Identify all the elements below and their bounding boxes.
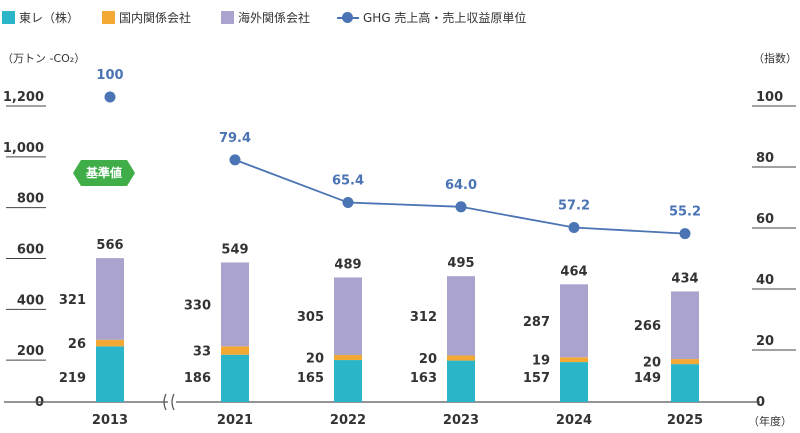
bar-segment-value-label: 330 [184, 298, 211, 313]
bar-segment-value-label: 266 [634, 319, 661, 334]
bar-total-label: 464 [560, 264, 587, 279]
bar-segment-value-label: 287 [523, 315, 550, 330]
bar-total-label: 434 [671, 271, 698, 286]
bar-segment-overseas [221, 262, 249, 347]
intensity-line [234, 158, 686, 235]
right-axis-tick-label: 60 [756, 212, 774, 227]
legend-swatch-overseas [221, 11, 234, 24]
bar-segment-overseas [671, 291, 699, 360]
intensity-point [229, 154, 241, 166]
intensity-point [568, 222, 580, 234]
bar-total-label: 566 [96, 238, 123, 253]
intensity-value-label: 100 [96, 68, 123, 83]
bar-segment-domestic [96, 339, 124, 347]
bar-segment-overseas [96, 258, 124, 340]
bar-segment-value-label: 26 [68, 337, 86, 352]
bar-segment-value-label: 33 [193, 345, 211, 360]
right-axis-tick-label: 20 [756, 334, 774, 349]
right-axis-tick-label: 100 [756, 90, 783, 105]
x-axis-tick-label: 2024 [556, 413, 592, 428]
bar-segment-value-label: 149 [634, 371, 661, 386]
intensity-value-label: 57.2 [558, 199, 590, 214]
left-axis-tick-label: 800 [17, 192, 44, 207]
bar-total-label: 495 [447, 256, 474, 271]
legend-item-ghg-intensity: GHG 売上高・売上収益原単位 [337, 9, 526, 26]
intensity-value-label: 65.4 [332, 174, 364, 189]
bar-total-label: 489 [334, 257, 361, 272]
bar-segment-overseas [447, 276, 475, 356]
left-axis-tick-label: 1,200 [3, 90, 44, 105]
left-axis-tick-label: 400 [17, 293, 44, 308]
bar-segment-domestic [560, 357, 588, 363]
intensity-value-label: 79.4 [219, 131, 251, 146]
legend-item-toray: 東レ（株） [2, 9, 79, 26]
bar-segment-toray [671, 364, 699, 402]
baseline-badge: 基準値 [73, 160, 135, 186]
left-axis-tick-label: 1,000 [3, 141, 44, 156]
axis-break-mark [171, 393, 175, 411]
x-axis-tick-label: 2023 [443, 413, 479, 428]
bar-total-label: 549 [221, 242, 248, 257]
right-axis-tick-label: 80 [756, 151, 774, 166]
bar-segment-value-label: 163 [410, 371, 437, 386]
intensity-point [104, 91, 116, 103]
legend-line-marker-icon [337, 11, 359, 24]
bar-segment-value-label: 20 [643, 356, 661, 371]
intensity-value-label: 64.0 [445, 178, 477, 193]
bar-segment-value-label: 312 [410, 310, 437, 325]
x-axis-tick-label: 2013 [92, 413, 128, 428]
baseline-badge-label: 基準値 [85, 166, 122, 180]
legend-swatch-domestic [102, 11, 115, 24]
bar-segment-toray [221, 354, 249, 402]
x-axis-tick-label: 2022 [330, 413, 366, 428]
legend-item-domestic: 国内関係会社 [102, 9, 191, 26]
intensity-point [342, 197, 354, 209]
right-axis-tick-label: 40 [756, 273, 774, 288]
x-axis-tick-label: 2025 [667, 413, 703, 428]
bar-segment-value-label: 19 [532, 354, 550, 369]
bar-segment-value-label: 20 [306, 352, 324, 367]
legend: 東レ（株） 国内関係会社 海外関係会社 GHG 売上高・売上収益原単位 [0, 0, 800, 36]
bar-segment-domestic [671, 359, 699, 365]
bar-segment-toray [560, 362, 588, 402]
bar-segment-toray [334, 360, 362, 402]
bar-segment-value-label: 321 [59, 293, 86, 308]
bar-segment-value-label: 186 [184, 371, 211, 386]
x-axis-unit: （年度） [748, 415, 792, 428]
bar-segment-value-label: 165 [297, 371, 324, 386]
legend-item-overseas: 海外関係会社 [221, 9, 310, 26]
x-axis-tick-label: 2021 [217, 413, 253, 428]
bar-segment-value-label: 20 [419, 352, 437, 367]
bar-segment-domestic [221, 346, 249, 355]
intensity-point [679, 228, 691, 240]
intensity-value-label: 55.2 [669, 205, 701, 220]
bar-segment-toray [96, 346, 124, 402]
legend-swatch-toray [2, 11, 15, 24]
intensity-point [455, 201, 467, 213]
bar-segment-value-label: 157 [523, 371, 550, 386]
right-axis-tick-label: 0 [756, 395, 765, 410]
left-axis-tick-label: 200 [17, 344, 44, 359]
left-axis-tick-label: 600 [17, 243, 44, 258]
bar-segment-domestic [447, 355, 475, 361]
baseline-badge-shape [73, 160, 135, 186]
bar-segment-value-label: 219 [59, 371, 86, 386]
bar-segment-overseas [334, 277, 362, 355]
bar-segment-overseas [560, 284, 588, 358]
bar-segment-value-label: 305 [297, 310, 324, 325]
bar-segment-domestic [334, 354, 362, 361]
bar-segment-toray [447, 360, 475, 402]
axis-break-mark [163, 393, 167, 411]
right-axis-unit: （指数） [753, 52, 797, 65]
left-axis-unit: （万トン -CO₂） [2, 52, 86, 65]
